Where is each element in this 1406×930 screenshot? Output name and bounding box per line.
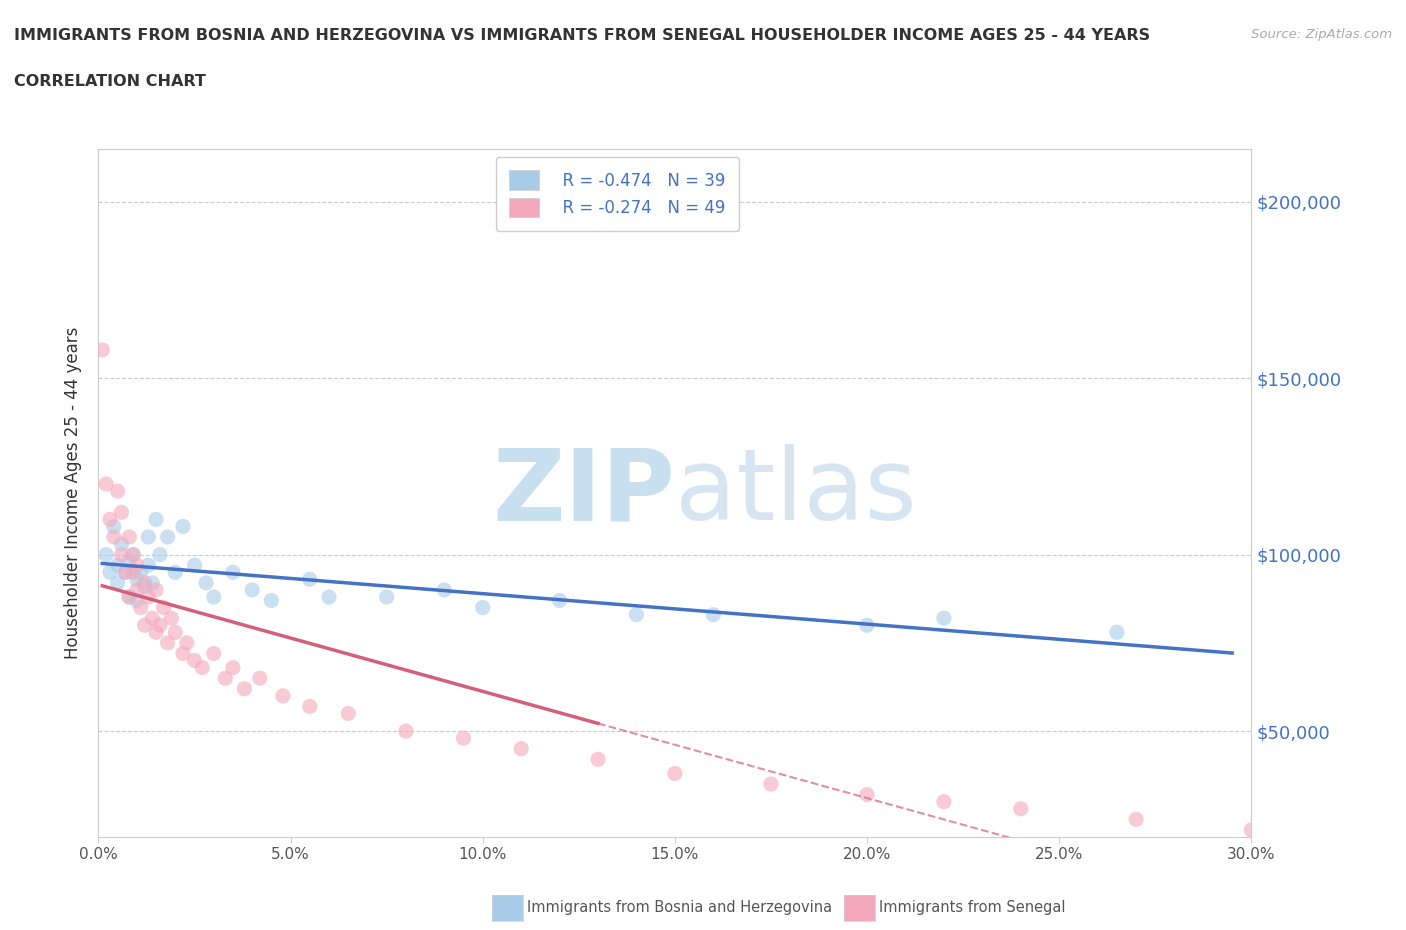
Text: CORRELATION CHART: CORRELATION CHART — [14, 74, 205, 89]
Point — [191, 660, 214, 675]
Point — [1010, 802, 1032, 817]
Point — [548, 593, 571, 608]
Point — [94, 477, 117, 492]
Point — [149, 547, 172, 562]
Point — [145, 512, 167, 526]
Point — [195, 576, 218, 591]
Point — [107, 484, 129, 498]
Point — [932, 794, 955, 809]
Point — [107, 558, 129, 573]
Point — [318, 590, 340, 604]
Text: atlas: atlas — [675, 445, 917, 541]
Text: Immigrants from Senegal: Immigrants from Senegal — [879, 900, 1066, 915]
Point — [122, 547, 145, 562]
Point — [145, 625, 167, 640]
Point — [118, 529, 141, 544]
Point — [214, 671, 236, 685]
Point — [759, 777, 782, 791]
Text: Source: ZipAtlas.com: Source: ZipAtlas.com — [1251, 28, 1392, 41]
Point — [626, 607, 648, 622]
Point — [856, 787, 879, 802]
Point — [129, 565, 152, 579]
Point — [202, 646, 225, 661]
Point — [129, 600, 152, 615]
Point — [298, 572, 321, 587]
Point — [433, 582, 456, 597]
Point — [222, 565, 245, 579]
Point — [94, 547, 117, 562]
Point — [453, 731, 475, 746]
Point — [156, 529, 179, 544]
Point — [91, 342, 114, 357]
Point — [165, 565, 187, 579]
Point — [172, 519, 194, 534]
Legend:   R = -0.474   N = 39,   R = -0.274   N = 49: R = -0.474 N = 39, R = -0.274 N = 49 — [495, 157, 740, 231]
Point — [110, 505, 132, 520]
Point — [165, 625, 187, 640]
Point — [240, 582, 263, 597]
Point — [98, 565, 121, 579]
Point — [202, 590, 225, 604]
Point — [160, 611, 183, 626]
Point — [249, 671, 271, 685]
Point — [298, 699, 321, 714]
Point — [134, 576, 156, 591]
Point — [586, 752, 609, 767]
Point — [702, 607, 724, 622]
Point — [103, 529, 125, 544]
Point — [510, 741, 533, 756]
Point — [107, 576, 129, 591]
Point — [152, 600, 174, 615]
Point — [145, 582, 167, 597]
Text: ZIP: ZIP — [492, 445, 675, 541]
Point — [1240, 822, 1263, 837]
Point — [149, 618, 172, 632]
Point — [138, 529, 160, 544]
Point — [125, 572, 148, 587]
Point — [156, 635, 179, 650]
Point — [271, 688, 294, 703]
Point — [138, 558, 160, 573]
Point — [122, 547, 145, 562]
Text: IMMIGRANTS FROM BOSNIA AND HERZEGOVINA VS IMMIGRANTS FROM SENEGAL HOUSEHOLDER IN: IMMIGRANTS FROM BOSNIA AND HERZEGOVINA V… — [14, 28, 1150, 43]
Point — [375, 590, 398, 604]
Point — [125, 558, 148, 573]
Point — [103, 519, 125, 534]
Point — [141, 576, 163, 591]
Point — [118, 590, 141, 604]
Point — [395, 724, 418, 738]
Point — [114, 565, 136, 579]
Point — [110, 547, 132, 562]
Point — [337, 706, 360, 721]
Text: Immigrants from Bosnia and Herzegovina: Immigrants from Bosnia and Herzegovina — [527, 900, 832, 915]
Point — [856, 618, 879, 632]
Point — [125, 582, 148, 597]
Point — [98, 512, 121, 526]
Point — [932, 611, 955, 626]
Point — [183, 653, 205, 668]
Point — [1125, 812, 1147, 827]
Point — [1105, 625, 1128, 640]
Point — [122, 565, 145, 579]
Point — [110, 537, 132, 551]
Point — [118, 554, 141, 569]
Point — [125, 593, 148, 608]
Point — [172, 646, 194, 661]
Point — [118, 590, 141, 604]
Point — [260, 593, 283, 608]
Point — [176, 635, 198, 650]
Point — [141, 611, 163, 626]
Y-axis label: Householder Income Ages 25 - 44 years: Householder Income Ages 25 - 44 years — [65, 326, 83, 659]
Point — [138, 590, 160, 604]
Point — [134, 579, 156, 594]
Point — [471, 600, 494, 615]
Point — [664, 766, 686, 781]
Point — [114, 565, 136, 579]
Point — [134, 618, 156, 632]
Point — [183, 558, 205, 573]
Point — [222, 660, 245, 675]
Point — [233, 682, 256, 697]
